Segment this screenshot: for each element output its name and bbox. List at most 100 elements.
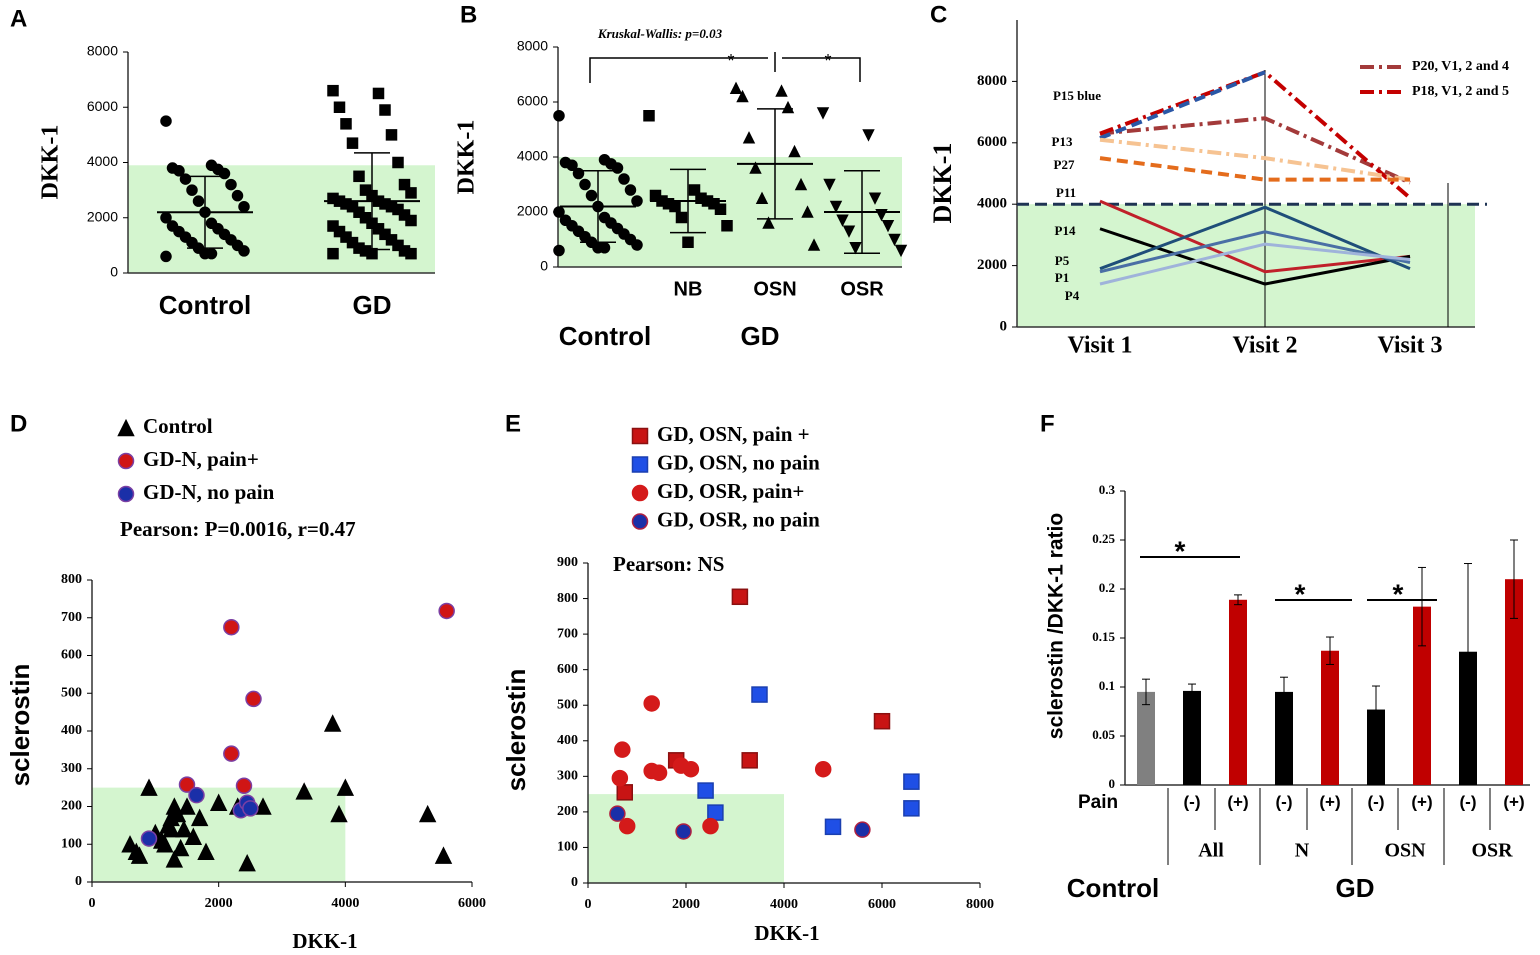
x-tick-label: Visit 1 [1067,333,1132,359]
marker [353,170,365,183]
legend-label: Control [143,414,213,438]
marker [749,161,762,174]
legend-marker [117,418,135,437]
x-tick-label: (-) [1460,792,1477,811]
marker [881,220,895,233]
x-tick-label: 4000 [770,897,798,912]
marker [903,800,920,817]
legend-marker [117,452,135,470]
x-tick-label: 0 [89,896,96,911]
y-tick-label: 2000 [977,257,1007,273]
significance-star: * [727,51,734,71]
y-tick-label: 0 [110,264,118,280]
marker [392,156,404,169]
x-tick-label: 6000 [868,897,896,912]
marker [836,214,849,227]
marker [755,191,769,204]
marker [675,823,692,840]
category-label: OSN [753,278,796,300]
y-axis-label: DKK-1 [38,125,64,200]
group-label: All [1198,840,1224,862]
y-tick-label: 0 [1109,776,1116,791]
marker [669,200,681,213]
x-tick-label: 2000 [672,897,700,912]
marker [762,216,775,229]
marker [173,165,185,177]
marker [624,184,637,196]
marker [188,786,205,804]
y-tick-label: 8000 [517,38,548,54]
x-tick-label: (-) [1276,792,1293,811]
y-tick-label: 0.1 [1099,678,1115,693]
significance-star: * [1393,578,1404,609]
marker [751,686,768,703]
y-tick-label: 6000 [517,93,548,109]
category-label: GD [353,290,392,320]
marker [184,827,203,845]
marker [333,101,346,113]
marker [829,200,843,214]
marker [801,205,814,218]
y-tick-label: 200 [61,799,82,814]
series-label: P11 [1056,185,1076,200]
shaded-range [1017,204,1475,327]
marker [816,107,830,120]
y-tick-label: 0.05 [1092,727,1115,742]
legend-label: GD, OSN, pain + [657,422,810,446]
marker [682,236,694,248]
marker [156,835,174,853]
marker [197,842,215,861]
marker [405,247,417,260]
x-tick-label: 8000 [966,897,994,912]
marker [814,760,832,778]
y-tick-label: 600 [557,662,578,677]
panel-letter: B [460,1,477,28]
marker [245,690,262,708]
marker [225,178,237,191]
marker [775,84,788,97]
y-tick-label: 0.2 [1099,580,1115,595]
marker [553,206,565,218]
series-line [1099,116,1411,185]
bar [1137,691,1155,785]
y-tick-label: 0 [540,258,548,274]
legend-marker [631,513,649,530]
marker [140,830,158,847]
significance-star: * [824,51,831,71]
y-tick-label: 100 [557,840,578,855]
y-tick-label: 100 [61,836,82,851]
legend-label: GD, OSN, no pain [657,450,820,474]
y-tick-label: 6000 [87,98,118,114]
group-label: OSN [1384,840,1426,862]
y-tick-label: 0 [75,874,82,889]
y-axis-label: sclerostin /DKK-1 ratio [1045,513,1068,739]
marker [238,853,256,872]
marker [205,247,218,260]
marker [611,769,629,787]
y-tick-label: 500 [61,685,82,700]
y-tick-label: 0 [571,875,578,890]
legend-label: GD-N, no pain [143,480,275,504]
y-tick-label: 200 [557,804,578,819]
marker [372,87,385,100]
marker [553,110,565,122]
y-tick-label: 8000 [87,43,118,59]
significance-star: * [1295,578,1306,609]
series-line [1099,156,1410,182]
series-line [1099,137,1411,182]
y-tick-label: 600 [61,648,82,663]
series-label: P15 blue [1053,88,1101,103]
y-tick-label: 8000 [977,73,1007,89]
marker [336,778,355,796]
legend-label: GD, OSR, no pain [657,507,820,531]
y-tick-label: 2000 [517,203,548,219]
marker [688,184,701,196]
annotation: Pearson: NS [613,552,724,576]
legend-label: GD, OSR, pain+ [657,479,804,503]
y-tick-label: 4000 [977,196,1007,212]
marker [807,238,821,251]
y-tick-label: 4000 [87,153,118,169]
marker [903,773,920,790]
y-tick-label: 500 [557,697,578,712]
marker [385,129,398,141]
